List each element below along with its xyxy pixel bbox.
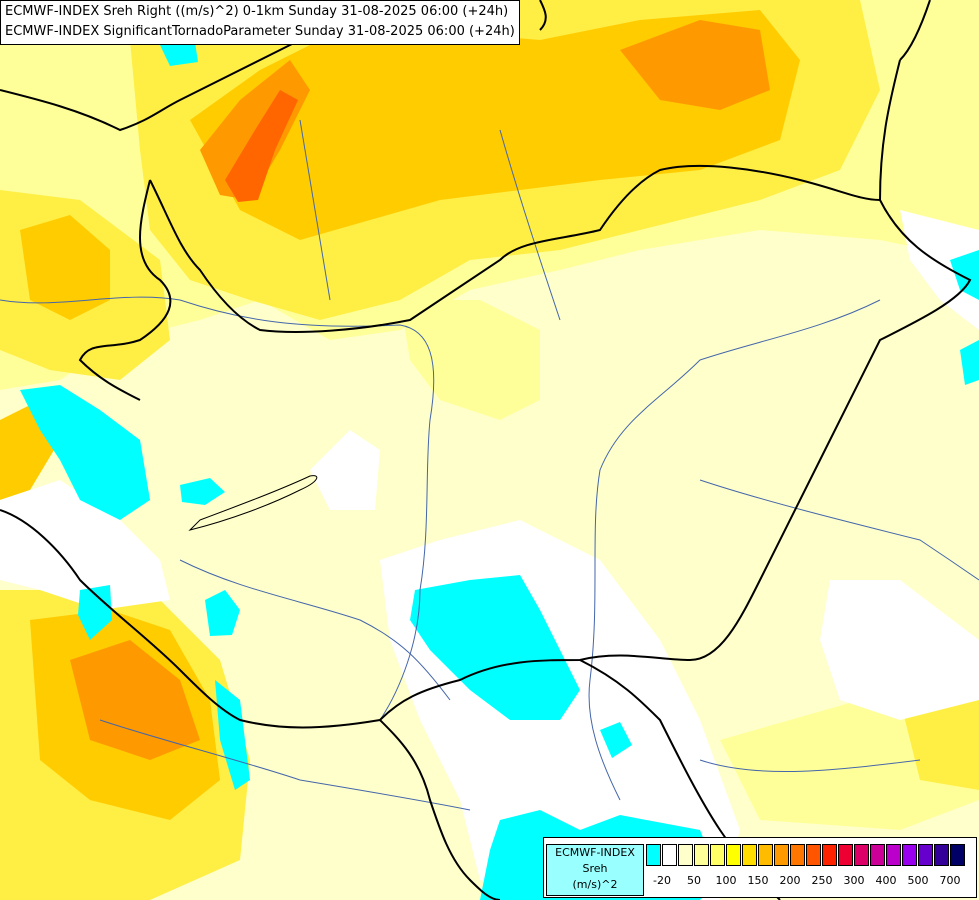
field-white-east xyxy=(820,580,979,720)
legend-tick-label: -20 xyxy=(653,874,671,887)
legend-swatches xyxy=(646,844,966,866)
legend-tick-label: 500 xyxy=(907,874,929,887)
legend-swatch xyxy=(678,844,693,866)
legend-swatch xyxy=(822,844,837,866)
legend-tick-label: 100 xyxy=(715,874,737,887)
legend-swatch xyxy=(758,844,773,866)
legend-swatch xyxy=(902,844,917,866)
field-white-west xyxy=(0,480,170,610)
field-cyan-small-4 xyxy=(600,722,632,758)
legend-swatch xyxy=(950,844,965,866)
title-sreh: ECMWF-INDEX Sreh Right ((m/s)^2) 0-1km S… xyxy=(5,4,509,19)
legend-tick-label: 150 xyxy=(747,874,769,887)
river-danube xyxy=(0,296,435,721)
field-white-northeast xyxy=(900,210,979,330)
legend-ticks: -20 50 100 150 200 250 300 400 500 700 xyxy=(646,874,976,890)
border-austria xyxy=(78,179,172,401)
border-hungary-east xyxy=(379,199,972,721)
border-croatia xyxy=(0,509,381,729)
legend-label-line-3: (m/s)^2 xyxy=(572,878,618,891)
field-cyan-small-3 xyxy=(160,42,198,66)
river-se xyxy=(699,759,921,773)
legend-tick-label: 300 xyxy=(843,874,865,887)
border-ukraine xyxy=(899,0,931,61)
legend-swatch xyxy=(774,844,789,866)
legend-swatch xyxy=(790,844,805,866)
legend-label-line-2: Sreh xyxy=(582,862,608,875)
field-cyan-small-5 xyxy=(78,585,112,640)
river-north-1 xyxy=(299,119,331,301)
legend-tick-label: 400 xyxy=(875,874,897,887)
title-stp: ECMWF-INDEX SignificantTornadoParameter … xyxy=(5,24,515,39)
border-ne-top xyxy=(879,59,901,201)
field-light-yellow-center xyxy=(400,300,540,420)
field-cyan-small-2 xyxy=(205,590,240,636)
field-cyan-left-edge xyxy=(215,680,250,790)
legend-swatch xyxy=(710,844,725,866)
legend-swatch xyxy=(934,844,949,866)
field-dark-orange-north xyxy=(225,90,298,202)
legend-swatch xyxy=(742,844,757,866)
lake-balaton xyxy=(188,475,318,531)
legend-label: ECMWF-INDEX Sreh (m/s)^2 xyxy=(546,844,644,896)
legend-swatch xyxy=(886,844,901,866)
river-east xyxy=(699,479,979,581)
legend-swatch xyxy=(854,844,869,866)
title-box: ECMWF-INDEX Sreh Right ((m/s)^2) 0-1km S… xyxy=(0,0,520,45)
legend-tick-label: 250 xyxy=(811,874,833,887)
legend-label-line-1: ECMWF-INDEX xyxy=(555,846,635,859)
legend-swatch xyxy=(806,844,821,866)
legend-swatch xyxy=(726,844,741,866)
legend-swatch xyxy=(870,844,885,866)
legend-swatch xyxy=(662,844,677,866)
border-west-top xyxy=(539,0,547,31)
field-white-center xyxy=(310,430,380,510)
legend-swatch xyxy=(646,844,661,866)
river-sava xyxy=(99,719,471,811)
legend-tick-label: 700 xyxy=(939,874,961,887)
legend: ECMWF-INDEX Sreh (m/s)^2 -20 50 100 150 200 2… xyxy=(543,837,977,898)
rivers xyxy=(0,119,979,811)
river-drava xyxy=(179,559,451,701)
legend-swatch xyxy=(694,844,709,866)
field-cyan-west xyxy=(20,385,150,520)
field-cyan-east-2 xyxy=(960,340,979,385)
legend-swatch xyxy=(918,844,933,866)
river-tisza xyxy=(588,299,881,801)
legend-swatch xyxy=(838,844,853,866)
legend-tick-label: 50 xyxy=(687,874,701,887)
field-orange-southwest xyxy=(70,640,200,760)
border-slovakia-south xyxy=(149,164,881,333)
field-cyan-small-1 xyxy=(180,478,225,505)
field-orange-north xyxy=(620,20,770,110)
field-gold-west xyxy=(20,215,110,320)
legend-tick-label: 200 xyxy=(779,874,801,887)
border-serbia xyxy=(379,719,501,900)
field-cyan-south xyxy=(410,575,580,720)
river-north-2 xyxy=(499,129,561,321)
field-cyan-east xyxy=(950,250,979,300)
